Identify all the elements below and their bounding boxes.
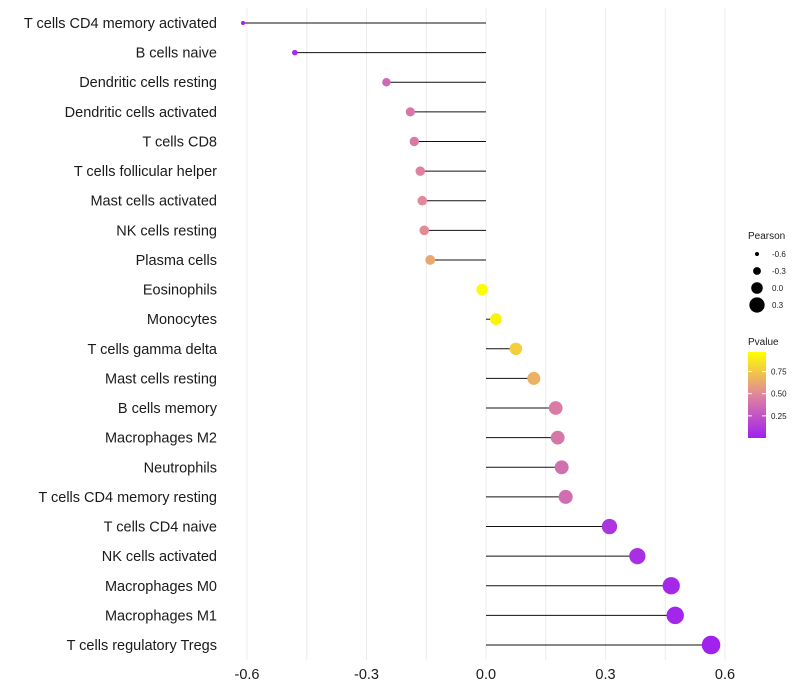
data-point	[662, 577, 680, 595]
data-point	[629, 548, 646, 565]
category-label: Dendritic cells activated	[65, 105, 217, 121]
category-label: NK cells activated	[102, 549, 217, 565]
category-label: T cells CD4 naive	[104, 520, 217, 536]
data-point	[409, 136, 419, 147]
x-tick-label: 0.3	[595, 667, 615, 683]
color-legend-label: 0.25	[771, 412, 787, 421]
category-label: Monocytes	[147, 312, 217, 328]
category-label: T cells gamma delta	[88, 342, 218, 358]
category-label: T cells CD4 memory resting	[38, 490, 217, 506]
data-point	[425, 255, 436, 265]
category-label: B cells naive	[136, 46, 217, 62]
category-label: Mast cells activated	[90, 194, 217, 210]
data-point	[701, 635, 721, 655]
data-point	[415, 166, 426, 176]
size-legend-label: 0.3	[772, 301, 784, 310]
color-legend-label: 0.50	[771, 390, 787, 399]
x-axis-ticks: -0.6 -0.3 0.0 0.3 0.6	[235, 667, 736, 683]
color-legend: Pvalue 0.75 0.50 0.25	[748, 337, 787, 438]
x-tick-label: 0.6	[715, 667, 735, 683]
size-legend-dot	[754, 251, 760, 257]
size-legend-dot	[753, 267, 761, 275]
x-tick-label: 0.0	[476, 667, 496, 683]
category-label: Mast cells resting	[105, 371, 217, 387]
data-point	[554, 460, 569, 475]
size-legend-label: -0.6	[772, 250, 786, 259]
size-legend-dot	[749, 297, 765, 313]
category-label: Dendritic cells resting	[79, 75, 217, 91]
x-tick-label: -0.6	[235, 667, 260, 683]
color-legend-label: 0.75	[771, 368, 787, 377]
grid-layer	[246, 8, 726, 660]
data-point	[527, 371, 541, 385]
category-label: Eosinophils	[143, 283, 217, 299]
stem-layer	[243, 22, 712, 646]
data-point	[601, 518, 618, 535]
category-label: Macrophages M0	[105, 579, 217, 595]
size-legend-label: 0.0	[772, 284, 784, 293]
category-label: B cells memory	[118, 401, 218, 417]
category-label: Macrophages M1	[105, 608, 217, 624]
x-tick-label: -0.3	[354, 667, 379, 683]
data-point	[241, 21, 246, 25]
data-point	[405, 107, 415, 117]
category-label: NK cells resting	[116, 223, 217, 239]
size-legend-title: Pearson	[748, 231, 785, 242]
size-legend-label: -0.3	[772, 267, 786, 276]
color-legend-title: Pvalue	[748, 337, 779, 348]
category-label: T cells follicular helper	[74, 164, 217, 180]
data-point	[558, 489, 573, 504]
data-point	[490, 313, 502, 326]
data-point	[666, 606, 684, 625]
category-label: T cells CD4 memory activated	[24, 16, 217, 32]
category-labels: T cells CD4 memory activated B cells naiv…	[24, 16, 218, 654]
category-label: Neutrophils	[144, 460, 217, 476]
data-point	[419, 225, 430, 236]
category-label: T cells CD8	[142, 134, 217, 150]
data-point	[417, 195, 428, 206]
point-layer	[241, 21, 721, 655]
data-point	[548, 401, 563, 415]
data-point	[382, 78, 391, 87]
category-label: T cells regulatory Tregs	[67, 638, 217, 654]
category-label: Plasma cells	[136, 253, 217, 269]
data-point	[550, 430, 565, 445]
data-point	[291, 49, 298, 56]
data-point	[476, 283, 488, 296]
data-point	[509, 342, 523, 356]
category-label: Macrophages M2	[105, 431, 217, 447]
size-legend: Pearson -0.6 -0.3 0.0 0.3	[748, 231, 786, 313]
size-legend-dot	[751, 282, 763, 294]
color-legend-bar	[748, 352, 766, 438]
